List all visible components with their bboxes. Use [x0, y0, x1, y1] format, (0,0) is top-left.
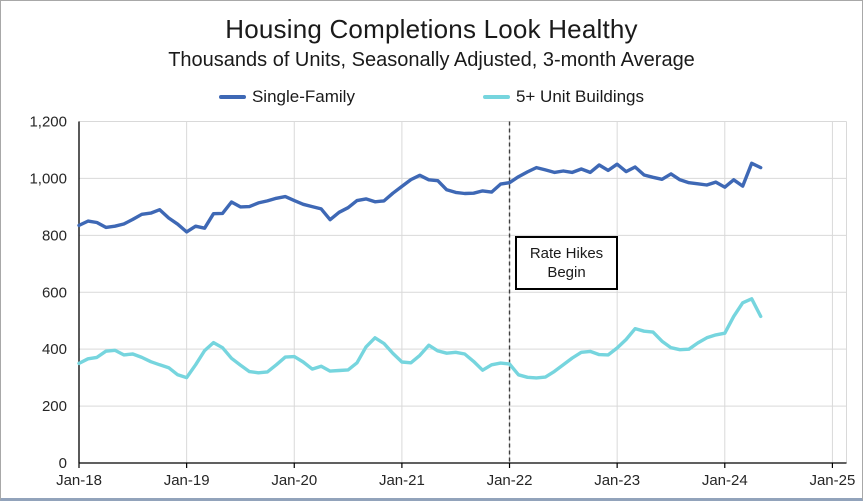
annotation-text-line1: Rate Hikes	[529, 244, 604, 262]
y-axis-tick-label: 200	[42, 398, 67, 415]
chart-subtitle: Thousands of Units, Seasonally Adjusted,…	[168, 49, 695, 71]
rate-hikes-annotation: Rate Hikes Begin	[515, 236, 618, 290]
x-axis-tick-label: Jan-24	[702, 472, 748, 489]
x-axis-tick-label: Jan-23	[594, 472, 640, 489]
y-axis-tick-label: 600	[42, 284, 67, 301]
x-axis-tick-label: Jan-19	[164, 472, 210, 489]
x-axis-tick-label: Jan-21	[379, 472, 425, 489]
x-axis-tick-label: Jan-22	[487, 472, 533, 489]
y-axis-tick-label: 800	[42, 227, 67, 244]
annotation-text-line2: Begin	[547, 264, 586, 281]
single-family-line-swatch	[218, 95, 246, 99]
x-axis-tick-label: Jan-18	[56, 472, 102, 489]
legend-item-5plus-unit: 5+ Unit Buildings	[482, 87, 645, 107]
legend-label: Single-Family	[251, 87, 355, 106]
chart-title: Housing Completions Look Healthy	[225, 14, 638, 44]
5plus-unit-series-line	[77, 297, 763, 380]
legend-item-single-family: Single-Family	[218, 87, 355, 107]
5plus-unit-line-swatch	[482, 95, 510, 99]
y-axis-tick-label: 1,000	[29, 170, 67, 187]
x-axis-tick-label: Jan-25	[809, 472, 855, 489]
legend-label: 5+ Unit Buildings	[515, 87, 645, 106]
chart-legend: Single-Family 5+ Unit Buildings	[1, 87, 862, 107]
y-axis-tick-label: 1,200	[29, 114, 67, 131]
y-axis-tick-label: 0	[59, 455, 67, 472]
x-axis-tick-label: Jan-20	[271, 472, 317, 489]
single-family-series-line	[77, 161, 763, 234]
y-axis-tick-label: 400	[42, 341, 67, 358]
